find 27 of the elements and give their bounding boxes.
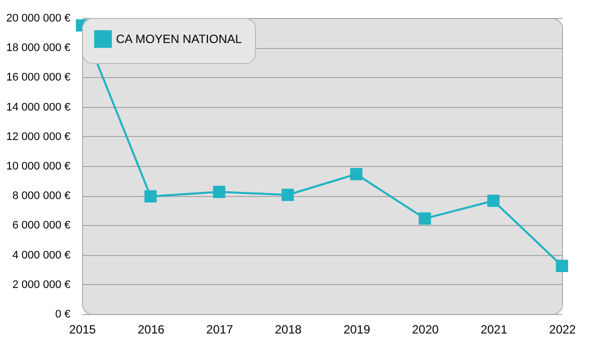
x-tick-label: 2018: [274, 322, 302, 336]
y-tick-label: 6 000 000 €: [12, 220, 70, 232]
y-tick-label: 10 000 000 €: [6, 160, 70, 172]
y-tick-label: 2 000 000 €: [12, 278, 70, 291]
y-tick-label: 18 000 000 €: [6, 42, 70, 54]
point: [556, 260, 568, 272]
y-tick-label: 20 000 000 €: [6, 12, 70, 24]
x-tick-label: 2020: [412, 322, 440, 336]
legend-label: CA MOYEN NATIONAL: [116, 32, 242, 46]
x-tick-label: 2019: [343, 322, 370, 336]
point: [144, 190, 157, 202]
x-tick-label: 2022: [549, 322, 576, 336]
point: [213, 186, 226, 198]
x-tick-label: 2015: [69, 322, 96, 336]
y-tick-label: 12 000 000 €: [6, 130, 70, 143]
y-tick-label: 0 €: [55, 308, 70, 320]
y-tick-label: 14 000 000 €: [6, 101, 70, 114]
y-tick-label: 4 000 000 €: [12, 249, 70, 262]
point: [350, 168, 362, 180]
point: [282, 188, 294, 201]
y-tick-label: 8 000 000 €: [12, 190, 70, 202]
point: [418, 212, 431, 225]
x-tick-label: 2016: [138, 322, 165, 336]
x-tick-label: 2017: [206, 322, 234, 336]
x-tick-label: 2021: [480, 322, 508, 336]
y-tick-label: 16 000 000 €: [6, 72, 70, 84]
point: [487, 194, 500, 207]
